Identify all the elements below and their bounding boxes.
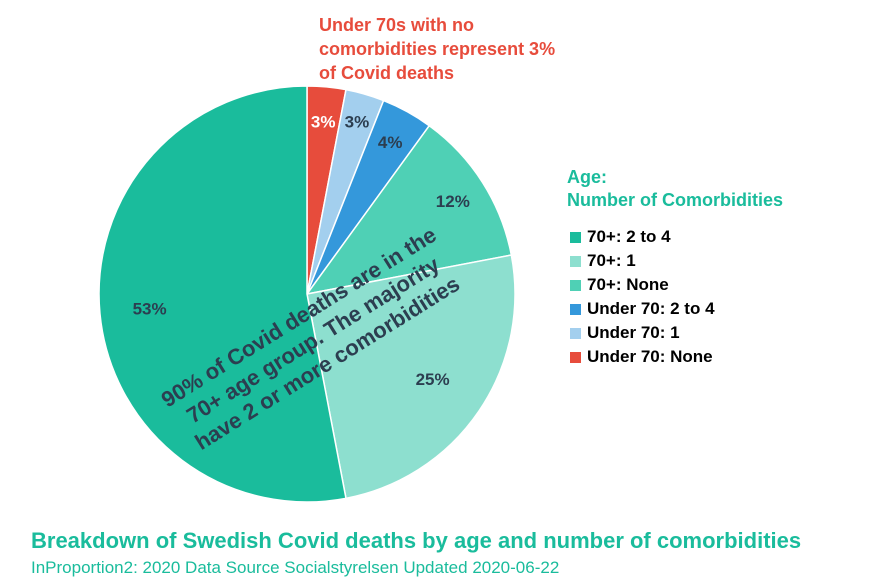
chart-title: Breakdown of Swedish Covid deaths by age… (31, 528, 802, 553)
legend-title-line: Number of Comorbidities (567, 190, 784, 210)
legend-swatch (570, 279, 581, 291)
legend-label: Under 70: None (587, 347, 713, 366)
legend-swatch (570, 231, 581, 243)
legend-swatch (570, 351, 581, 363)
slice-value-label: 53% (133, 299, 167, 318)
legend-swatch (570, 255, 581, 267)
callout-line: of Covid deaths (319, 63, 455, 83)
legend-label: 70+: 1 (587, 251, 636, 270)
pie-slice-70-1 (306, 254, 516, 500)
legend-item: Under 70: None (570, 345, 715, 369)
callout-line: comorbidities represent 3% (319, 39, 556, 59)
slice-value-label: 3% (311, 113, 336, 132)
callout-line: Under 70s with no (319, 15, 475, 35)
legend-label: 70+: 2 to 4 (587, 227, 671, 246)
legend-item: 70+: 2 to 4 (570, 225, 715, 249)
legend-item: 70+: None (570, 273, 715, 297)
legend: 70+: 2 to 4 70+: 1 70+: None Under 70: 2 to… (570, 225, 715, 369)
legend-title: Age: Number of Comorbidities (567, 166, 783, 212)
pie-slice-70-2-to-4 (98, 85, 347, 503)
slice-value-label: 4% (378, 133, 403, 152)
legend-title-line: Age: (567, 167, 607, 187)
pie-slice-70-none (305, 124, 513, 296)
legend-item: Under 70: 1 (570, 321, 715, 345)
legend-item: 70+: 1 (570, 249, 715, 273)
callout-annotation: Under 70s with no comorbidities represen… (319, 13, 555, 85)
slice-value-label: 25% (416, 370, 450, 389)
slice-value-label: 12% (436, 192, 470, 211)
legend-item: Under 70: 2 to 4 (570, 297, 715, 321)
legend-label: Under 70: 2 to 4 (587, 299, 715, 318)
legend-swatch (570, 327, 581, 339)
chart-subtitle: InProportion2: 2020 Data Source Socialst… (31, 558, 560, 577)
legend-label: 70+: None (587, 275, 669, 294)
legend-swatch (570, 303, 581, 315)
slice-value-label: 3% (345, 113, 370, 132)
legend-label: Under 70: 1 (587, 323, 680, 342)
